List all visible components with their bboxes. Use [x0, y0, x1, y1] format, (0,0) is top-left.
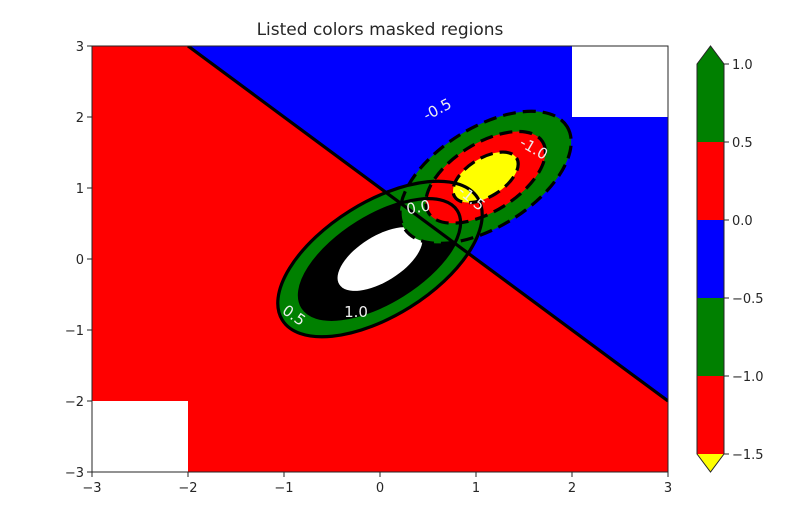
x-tick-label: 0	[376, 481, 384, 496]
colorbar-bands	[697, 64, 724, 454]
colorbar-band	[697, 220, 724, 298]
colorbar-band	[697, 376, 724, 454]
colorbar-band	[697, 142, 724, 220]
colorbar-ticks: 1.0 0.5 0.0 −0.5 −1.0 −1.5	[724, 58, 764, 463]
y-tick-label: 1	[76, 182, 84, 197]
contour-line-1	[297, 197, 463, 321]
x-tick-label: 1	[472, 481, 480, 496]
y-tick-label: −1	[65, 324, 84, 339]
x-tick-label: 3	[664, 481, 672, 496]
colorbar-band	[697, 298, 724, 376]
x-tick-label: −3	[82, 481, 101, 496]
colorbar-tick-label: 0.5	[732, 136, 753, 151]
colorbar: 1.0 0.5 0.0 −0.5 −1.0 −1.5	[696, 45, 764, 473]
colorbar-tick-label: −0.5	[732, 292, 764, 307]
masked-region-2	[92, 401, 188, 472]
y-tick-label: −3	[65, 466, 84, 481]
colorbar-over-extension	[697, 46, 724, 64]
y-tick-label: 3	[76, 40, 84, 55]
positive-peak-contour-lines	[276, 179, 484, 339]
contour-line-0_5	[276, 179, 484, 339]
colorbar-under-extension	[697, 454, 724, 472]
contour-line-neg-0_5	[398, 109, 573, 246]
y-tick-label: −2	[65, 395, 84, 410]
contour-line-neg-1_5	[451, 150, 520, 205]
masked-region-1	[572, 46, 668, 117]
y-tick-label: 0	[76, 253, 84, 268]
x-axis-ticks: −3 −2 −1 0 1 2 3	[82, 472, 672, 496]
zero-contour-line	[187, 46, 668, 403]
masked-regions	[92, 46, 668, 472]
contour-label: 0.0	[405, 196, 432, 218]
colorbar-tick-label: 0.0	[732, 214, 753, 229]
x-tick-label: −1	[274, 481, 293, 496]
y-axis-ticks: −3 −2 −1 0 1 2 3	[65, 40, 92, 481]
x-tick-label: −2	[178, 481, 197, 496]
chart-title: Listed colors masked regions	[257, 20, 504, 40]
contour-line-neg-1	[424, 129, 547, 225]
x-tick-label: 2	[568, 481, 576, 496]
contour-plot-area: 0.5 1.00.0-0.5-1.0-1.5	[92, 46, 668, 472]
positive-peak-masked-center	[337, 227, 423, 291]
colorbar-tick-label: −1.0	[732, 370, 764, 385]
colorbar-band	[697, 64, 724, 142]
negative-peak-contour-lines	[398, 109, 573, 246]
colorbar-tick-label: 1.0	[732, 58, 753, 73]
y-tick-label: 2	[76, 111, 84, 126]
contour-label: 1.0	[344, 303, 368, 321]
colorbar-tick-label: −1.5	[732, 448, 764, 463]
